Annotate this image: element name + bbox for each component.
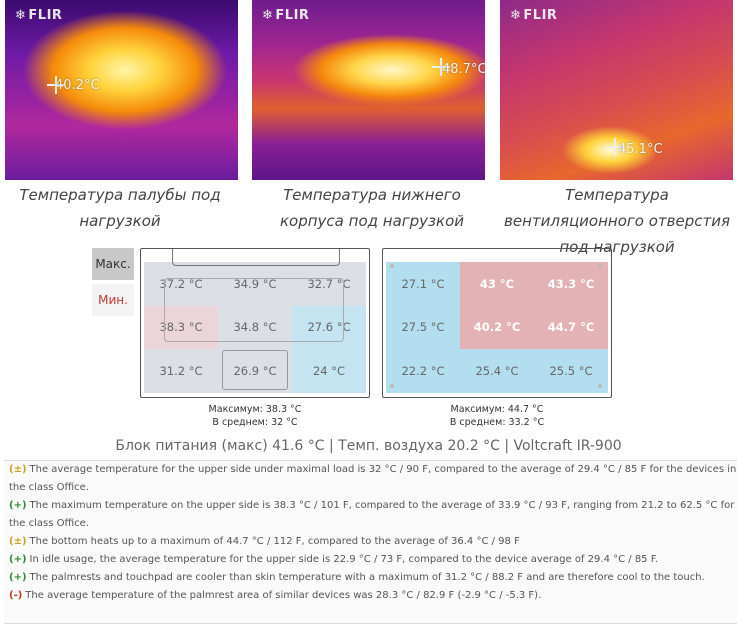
thermal-temp-readout: 48.7°C	[442, 62, 485, 77]
touchpad-outline	[222, 350, 288, 390]
temp-cell: 43.3 °C	[534, 262, 608, 306]
upper-side-summary: Максимум: 38.3 °C В среднем: 32 °C	[140, 403, 370, 429]
flir-logo: ❄ FLIR	[510, 8, 558, 23]
crosshair-icon	[47, 76, 65, 94]
note-sign: (+)	[9, 554, 27, 565]
note-sign: (±)	[9, 464, 27, 475]
temp-cell: 25.5 °C	[534, 349, 608, 393]
note-item: (+) The maximum temperature on the upper …	[4, 497, 737, 533]
note-text: The bottom heats up to a maximum of 44.7…	[29, 536, 520, 547]
flir-logo: ❄ FLIR	[15, 8, 63, 23]
upper-side-avg: В среднем: 32 °C	[212, 417, 298, 428]
keyboard-outline	[164, 278, 344, 342]
temp-cell: 26.9 °C	[218, 349, 292, 393]
psu-temperature-line: Блок питания (макс) 41.6 °C | Темп. возд…	[115, 438, 622, 454]
caption-bottom: Температура нижнего корпуса под нагрузко…	[279, 186, 464, 230]
temp-cell: 31.2 °C	[144, 349, 218, 393]
crosshair-icon	[432, 58, 450, 76]
temp-cell: 34.9 °C	[218, 262, 292, 306]
foot-marker	[390, 384, 394, 388]
note-sign: (+)	[9, 572, 27, 583]
laptop-outline	[382, 248, 612, 398]
upper-side-grid: 37.2 °C 34.9 °C 32.7 °C 38.3 °C 34.8 °C …	[144, 262, 366, 393]
hinge-outline	[172, 249, 340, 266]
note-text: The maximum temperature on the upper sid…	[9, 500, 735, 529]
note-text: In idle usage, the average temperature f…	[29, 554, 659, 565]
caption-vent: Температура вентиляционного отверстия по…	[504, 186, 730, 256]
bottom-side-avg: В среднем: 33.2 °C	[449, 417, 545, 428]
note-sign: (+)	[9, 500, 27, 511]
temp-cell: 25.4 °C	[460, 349, 534, 393]
note-text: The average temperature for the upper si…	[9, 464, 737, 493]
note-item: (+) The palmrests and touchpad are cooler…	[4, 569, 737, 587]
crosshair-icon	[606, 138, 624, 156]
temp-cell: 44.7 °C	[534, 305, 608, 350]
temp-cell: 43 °C	[460, 262, 534, 306]
thermal-image-vent: ❄ FLIR 45.1°C	[500, 0, 733, 180]
laptop-outline	[140, 248, 370, 398]
bottom-side-summary: Максимум: 44.7 °C В среднем: 33.2 °C	[382, 403, 612, 429]
temp-cell: 24 °C	[292, 349, 366, 393]
note-item: (±) The bottom heats up to a maximum of 4…	[4, 533, 737, 551]
temp-cell: 27.1 °C	[386, 262, 460, 306]
upper-side-diagram: 37.2 °C 34.9 °C 32.7 °C 38.3 °C 34.8 °C …	[140, 248, 370, 398]
legend-max: Макс.	[92, 248, 134, 280]
note-item: (-) The average temperature of the palmre…	[4, 587, 737, 605]
temp-cell: 32.7 °C	[292, 262, 366, 306]
flir-logo: ❄ FLIR	[262, 8, 310, 23]
caption-deck: Температура палубы под нагрузкой	[19, 186, 221, 230]
note-item: (±) The average temperature for the upper…	[4, 461, 737, 497]
thermal-image-bottom: ❄ FLIR 48.7°C	[252, 0, 485, 180]
temp-cell: 22.2 °C	[386, 349, 460, 393]
temp-cell: 34.8 °C	[218, 305, 292, 350]
note-text: The palmrests and touchpad are cooler th…	[29, 572, 705, 583]
temp-cell: 37.2 °C	[144, 262, 218, 306]
thermal-temp-readout: 45.1°C	[618, 142, 663, 157]
foot-marker	[390, 264, 394, 268]
note-sign: (±)	[9, 536, 27, 547]
note-item: (+) In idle usage, the average temperatur…	[4, 551, 737, 569]
bottom-side-max: Максимум: 44.7 °C	[450, 404, 544, 415]
temperature-notes: (±) The average temperature for the upper…	[4, 460, 737, 624]
thermal-image-deck: ❄ FLIR 40.2°C	[5, 0, 238, 180]
note-sign: (-)	[9, 590, 23, 601]
upper-side-max: Максимум: 38.3 °C	[208, 404, 302, 415]
temp-cell: 27.5 °C	[386, 305, 460, 350]
bottom-side-grid: 27.1 °C 43 °C 43.3 °C 27.5 °C 40.2 °C 44…	[386, 262, 608, 393]
foot-marker	[598, 264, 602, 268]
temp-cell: 40.2 °C	[460, 305, 534, 350]
foot-marker	[598, 384, 602, 388]
legend-min: Мин.	[92, 284, 134, 316]
bottom-side-diagram: 27.1 °C 43 °C 43.3 °C 27.5 °C 40.2 °C 44…	[382, 248, 612, 398]
thermal-temp-readout: 40.2°C	[55, 78, 100, 93]
temp-cell: 38.3 °C	[144, 305, 218, 350]
temp-cell: 27.6 °C	[292, 305, 366, 350]
note-text: The average temperature of the palmrest …	[25, 590, 542, 601]
